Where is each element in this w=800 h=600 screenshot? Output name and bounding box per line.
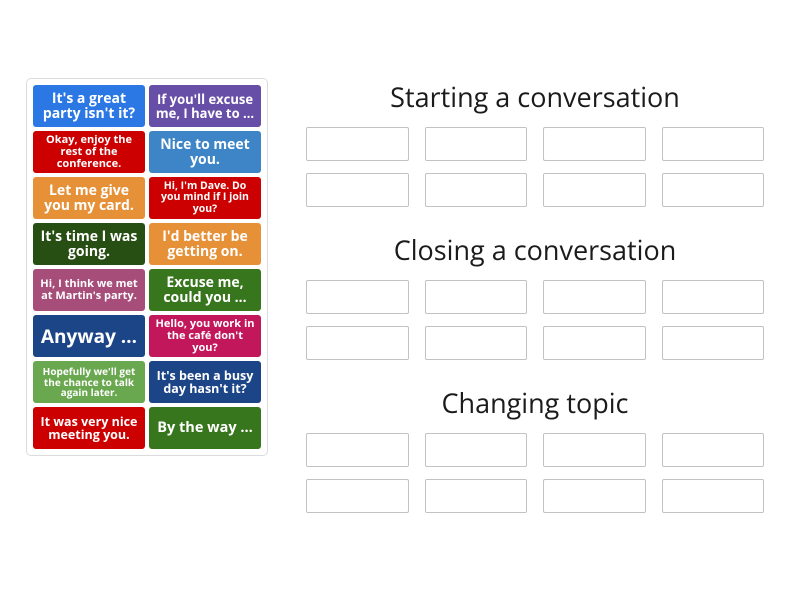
drop-slot[interactable] bbox=[543, 280, 646, 314]
drop-slot[interactable] bbox=[662, 127, 765, 161]
drop-zone-grid bbox=[306, 433, 764, 513]
drop-slot[interactable] bbox=[425, 173, 528, 207]
drop-slot[interactable] bbox=[425, 127, 528, 161]
category-title: Changing topic bbox=[300, 384, 770, 421]
drop-slot[interactable] bbox=[543, 173, 646, 207]
draggable-card[interactable]: It was very nice meeting you. bbox=[33, 407, 145, 449]
draggable-card[interactable]: It's time I was going. bbox=[33, 223, 145, 265]
drop-slot[interactable] bbox=[662, 326, 765, 360]
drop-slot[interactable] bbox=[306, 479, 409, 513]
drop-zone-grid bbox=[306, 280, 764, 360]
draggable-card[interactable]: It's been a busy day hasn't it? bbox=[149, 361, 261, 403]
drop-slot[interactable] bbox=[662, 433, 765, 467]
draggable-card[interactable]: Excuse me, could you … bbox=[149, 269, 261, 311]
draggable-card[interactable]: Hi, I think we met at Martin's party. bbox=[33, 269, 145, 311]
draggable-card[interactable]: Nice to meet you. bbox=[149, 131, 261, 173]
drop-zone-grid bbox=[306, 127, 764, 207]
draggable-card[interactable]: Anyway … bbox=[33, 315, 145, 357]
drop-slot[interactable] bbox=[543, 127, 646, 161]
drop-slot[interactable] bbox=[425, 326, 528, 360]
draggable-card[interactable]: I'd better be getting on. bbox=[149, 223, 261, 265]
category-title: Closing a conversation bbox=[300, 231, 770, 268]
draggable-card[interactable]: Okay, enjoy the rest of the conference. bbox=[33, 131, 145, 173]
drop-slot[interactable] bbox=[543, 479, 646, 513]
drop-slot[interactable] bbox=[306, 127, 409, 161]
drop-slot[interactable] bbox=[662, 173, 765, 207]
category-title: Starting a conversation bbox=[300, 78, 770, 115]
draggable-card[interactable]: Let me give you my card. bbox=[33, 177, 145, 219]
drop-slot[interactable] bbox=[306, 280, 409, 314]
drop-slot[interactable] bbox=[543, 433, 646, 467]
drop-slot[interactable] bbox=[662, 479, 765, 513]
drop-slot[interactable] bbox=[306, 433, 409, 467]
drop-slot[interactable] bbox=[543, 326, 646, 360]
draggable-card[interactable]: It's a great party isn't it? bbox=[33, 85, 145, 127]
draggable-card[interactable]: Hello, you work in the café don't you? bbox=[149, 315, 261, 357]
card-source-panel[interactable]: It's a great party isn't it?If you'll ex… bbox=[26, 78, 268, 456]
drop-slot[interactable] bbox=[306, 326, 409, 360]
draggable-card[interactable]: If you'll excuse me, I have to … bbox=[149, 85, 261, 127]
categories-container: Starting a conversation Closing a convers… bbox=[300, 78, 770, 537]
draggable-card[interactable]: Hopefully we'll get the chance to talk a… bbox=[33, 361, 145, 403]
draggable-card[interactable]: By the way … bbox=[149, 407, 261, 449]
drop-slot[interactable] bbox=[306, 173, 409, 207]
draggable-card[interactable]: Hi, I'm Dave. Do you mind if I join you? bbox=[149, 177, 261, 219]
drop-slot[interactable] bbox=[425, 433, 528, 467]
drop-slot[interactable] bbox=[425, 280, 528, 314]
drop-slot[interactable] bbox=[662, 280, 765, 314]
drop-slot[interactable] bbox=[425, 479, 528, 513]
